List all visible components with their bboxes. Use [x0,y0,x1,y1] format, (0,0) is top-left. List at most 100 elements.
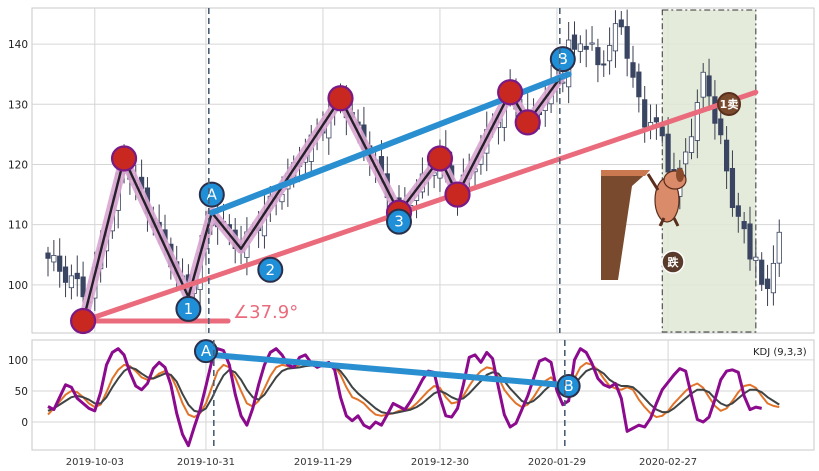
candle-body [712,96,718,124]
support-trendline [80,89,759,324]
kdj-point-marker-A: A [193,339,218,364]
point-marker-label: B [558,50,568,68]
point-marker-circle [257,256,284,283]
pivot-marker [514,109,541,136]
candle-body [636,71,642,98]
point-marker-A: A [198,181,225,208]
kdj-y-tick-label: 100 [8,355,28,367]
candle-body [589,42,595,45]
candle-body [62,266,69,283]
pivot-marker [110,145,138,172]
pivot-marker [444,181,471,208]
cliff-illustration [601,170,650,280]
kdj-trendline [208,351,578,389]
kdj-y-tick-label: 0 [21,417,28,429]
kdj-y-ticks: 0 50 100 [8,355,28,429]
candle-body [770,262,777,294]
point-marker-2: 2 [257,256,284,283]
candle-body [80,276,86,298]
candle-body [747,223,753,260]
kdj-series-J [47,347,763,448]
point-marker-label: A [207,186,218,204]
candle-body [642,99,648,128]
point-marker-label: 1 [184,300,194,318]
candle-body [653,117,660,123]
candle-body [618,19,624,28]
point-marker-3: 3 [386,208,412,235]
kdj-y-tick-label: 50 [15,386,28,398]
kdj-point-circle [556,373,581,398]
price-y-tick-label: 130 [8,99,28,111]
price-y-ticks: 100 110 120 130 140 [8,39,28,292]
x-tick-label: 2019-10-31 [177,457,235,468]
kdj-panel-frame [31,339,815,451]
kdj-point-label: B [564,377,574,395]
x-ticks: 2019-10-03 2019-10-31 2019-11-29 2019-12-30… [66,457,697,468]
candle-body [612,23,619,52]
candle-body [683,151,689,165]
candle-body [659,126,665,137]
point-marker-circle [549,46,576,73]
candle-body [583,45,589,50]
candle-body [68,275,74,289]
candle-body [700,71,706,98]
kdj-point-circle [193,339,218,364]
x-tick-label: 2020-01-29 [528,457,586,468]
kdj-point-marker-B: B [556,373,581,398]
sell-label: 1卖 [720,97,739,111]
pivot-marker [327,85,354,112]
point-marker-B: B [549,46,576,73]
price-y-tick-label: 120 [8,159,28,171]
candle-body [729,167,736,208]
kdj-point-label: A [201,342,212,360]
candle-body [74,272,80,280]
candle-body [741,221,747,230]
candle-body [718,118,724,136]
kdj-legend-label: KDJ (9,3,3) [753,347,807,358]
point-marker-circle [175,295,202,322]
kdj-series-D [47,364,780,415]
candle-body [45,252,51,259]
sell-marker: 1卖 [717,92,741,116]
pattern-overlays: 1 2 3 A B A B [69,46,759,398]
candle-body [571,34,578,50]
point-marker-label: 2 [266,261,276,279]
candle-body [694,102,700,141]
point-marker-circle [386,208,412,235]
candle-body [764,278,771,290]
kdj-lines [47,347,780,448]
fall-label: 跌 [668,255,680,269]
x-tick-label: 2019-11-29 [294,457,352,468]
pivot-marker [426,145,454,172]
candle-body [51,255,57,263]
candle-body [688,136,695,153]
candle-body [630,62,636,78]
candle-body [776,231,782,264]
price-y-tick-label: 110 [8,220,28,232]
candle-body [595,47,601,66]
x-tick-label: 2020-02-27 [639,457,697,468]
candle-body [706,75,712,97]
pivot-marker [497,79,524,106]
candle-body [724,139,730,172]
candle-body [624,26,630,59]
candle-body [57,255,63,272]
point-marker-label: 3 [394,213,404,231]
price-y-tick-label: 140 [8,39,28,51]
point-marker-1: 1 [175,295,202,322]
fall-marker: 跌 [661,250,685,274]
candle-body [577,43,583,52]
candle-body [665,133,671,173]
candle-body [607,45,613,62]
pivot-marker [69,307,97,335]
point-marker-circle [198,181,225,208]
candle-body [753,256,759,261]
vertical-markers [208,8,566,450]
price-y-tick-label: 100 [8,280,28,292]
candle-body [601,63,607,66]
candle-body [759,259,765,285]
angle-label: ∠37.9° [233,302,298,323]
candle-body [735,205,741,217]
dog-illustration [646,168,687,227]
